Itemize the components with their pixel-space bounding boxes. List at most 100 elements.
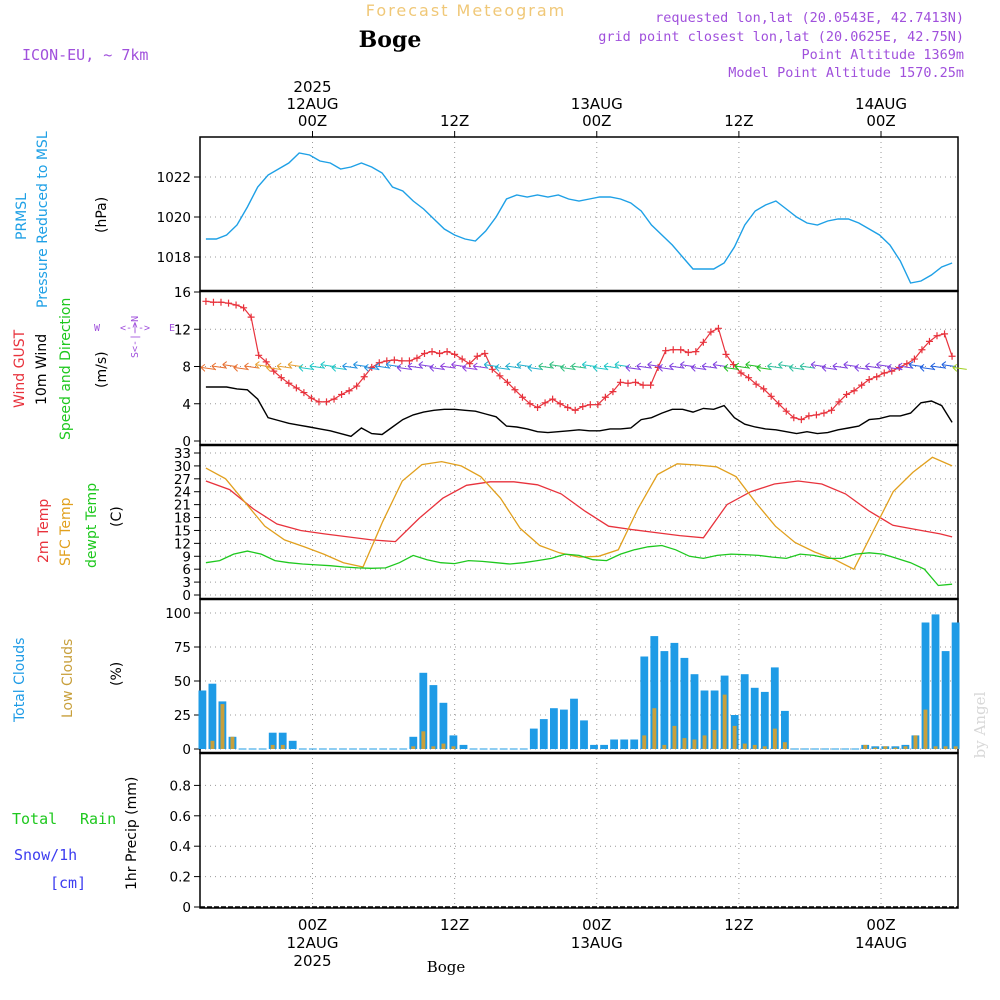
- gust-marker: [292, 384, 300, 392]
- y-tick-label: 30: [174, 459, 191, 475]
- low-cloud-bar: [903, 746, 908, 749]
- low-cloud-bar: [270, 744, 275, 749]
- gust-marker: [323, 398, 331, 406]
- footer-location: Boge: [427, 958, 466, 976]
- time-label-top: 13AUG: [571, 95, 623, 113]
- total-cloud-bar: [529, 728, 538, 749]
- time-label-top: 12Z: [440, 112, 469, 130]
- requested-coords: requested lon,lat (20.0543E, 42.7413N): [655, 10, 964, 26]
- title-top: Forecast Meteogram: [366, 1, 566, 20]
- gust-marker: [413, 354, 421, 362]
- gust-marker: [948, 352, 956, 360]
- gust-marker: [330, 395, 338, 403]
- total-cloud-bar: [660, 651, 669, 749]
- pressure-line: [205, 152, 953, 284]
- clouds-label-1: Total Clouds: [12, 638, 28, 723]
- y-tick-label: 0: [182, 742, 191, 758]
- pressure-label-1: PRMSL: [14, 193, 30, 240]
- low-cloud-bar: [762, 746, 767, 749]
- gust-marker: [632, 378, 640, 386]
- sfc-temp-line: [205, 456, 953, 571]
- y-tick-label: 0.2: [170, 870, 191, 886]
- gust-marker: [443, 348, 451, 356]
- gust-marker: [609, 388, 617, 396]
- y-tick-label: 3: [182, 575, 191, 591]
- total-cloud-bar: [570, 698, 578, 749]
- wind-direction-arrow: [799, 362, 815, 371]
- low-cloud-bar: [943, 746, 948, 749]
- gust-marker: [255, 351, 263, 359]
- gust-marker: [790, 414, 798, 422]
- gust-marker: [232, 301, 240, 309]
- gust-marker: [473, 352, 481, 360]
- y-tick-label: 0.8: [170, 778, 191, 794]
- wind-direction-arrow: [429, 363, 444, 372]
- low-cloud-bar: [722, 694, 727, 749]
- gust-marker: [918, 346, 926, 354]
- gust-marker: [782, 407, 790, 415]
- gridpoint-coords: grid point closest lon,lat (20.0625E, 42…: [598, 29, 964, 45]
- time-label-top: 12AUG: [287, 95, 339, 113]
- low-cloud-bar: [642, 735, 647, 749]
- wind-direction-arrow: [538, 362, 553, 371]
- y-tick-label: 16: [174, 285, 191, 301]
- gust-marker: [745, 374, 753, 382]
- time-label-bottom: 13AUG: [571, 934, 623, 952]
- gust-marker: [677, 346, 685, 354]
- gust-marker: [390, 356, 398, 364]
- wind-direction-arrow: [821, 363, 837, 372]
- t2m-line: [205, 480, 953, 543]
- pressure-label-2: Pressure Reduced to MSL: [35, 131, 51, 308]
- total-cloud-bar: [600, 744, 608, 749]
- wind-direction-arrow: [897, 362, 913, 371]
- low-cloud-bar: [280, 744, 285, 749]
- y-tick-label: 0: [182, 900, 191, 916]
- gust-marker: [398, 357, 406, 365]
- wind-direction-arrow: [767, 362, 782, 371]
- gust-marker: [360, 373, 368, 381]
- gust-marker: [941, 330, 949, 338]
- gust-marker: [300, 389, 308, 397]
- low-cloud-bar: [883, 746, 888, 749]
- y-tick-label: 25: [174, 708, 191, 724]
- y-tick-label: 12: [174, 536, 191, 552]
- temp-label-2: SFC Temp: [58, 497, 74, 566]
- point-altitude: Point Altitude 1369m: [801, 47, 964, 63]
- total-cloud-bar: [610, 739, 618, 749]
- wind-direction-arrow: [723, 363, 739, 372]
- total-cloud-bar: [630, 739, 639, 749]
- wind-direction-arrow: [342, 362, 357, 371]
- wind-direction-arrow: [396, 363, 412, 372]
- gust-marker: [240, 304, 248, 312]
- gust-marker: [858, 381, 866, 389]
- y-tick-label: 27: [174, 472, 191, 488]
- wind-compass-icon: W <-|-> E S<-|->N: [94, 316, 175, 358]
- wind-label-1: Wind GUST: [12, 329, 28, 408]
- compass-east: E: [169, 323, 175, 334]
- low-cloud-bar: [662, 744, 667, 749]
- dewpt-line: [205, 544, 953, 587]
- wind-direction-arrow: [200, 363, 215, 372]
- precip-unit: 1hr Precip (mm): [124, 777, 140, 890]
- precip-snow-label: Snow/1h: [14, 846, 77, 864]
- total-cloud-bar: [620, 739, 629, 749]
- wind-direction-arrow: [701, 362, 717, 371]
- gust-marker: [594, 401, 602, 409]
- panel-frame: [199, 598, 959, 754]
- low-cloud-bar: [421, 731, 426, 749]
- gust-marker: [209, 298, 217, 306]
- wind-label-3: Speed and Direction: [58, 298, 74, 440]
- gust-marker: [684, 349, 692, 357]
- temp-unit: (C): [109, 506, 125, 527]
- total-cloud-bar: [740, 674, 749, 749]
- total-cloud-bar: [590, 744, 598, 749]
- total-cloud-bar: [770, 667, 779, 749]
- time-label-top: 00Z: [866, 112, 895, 130]
- gust-marker: [247, 313, 255, 321]
- wind-direction-arrow: [592, 363, 608, 372]
- gust-marker: [451, 350, 459, 358]
- y-tick-label: 33: [174, 446, 191, 462]
- total-cloud-bar: [680, 657, 689, 749]
- gust-marker: [420, 349, 428, 357]
